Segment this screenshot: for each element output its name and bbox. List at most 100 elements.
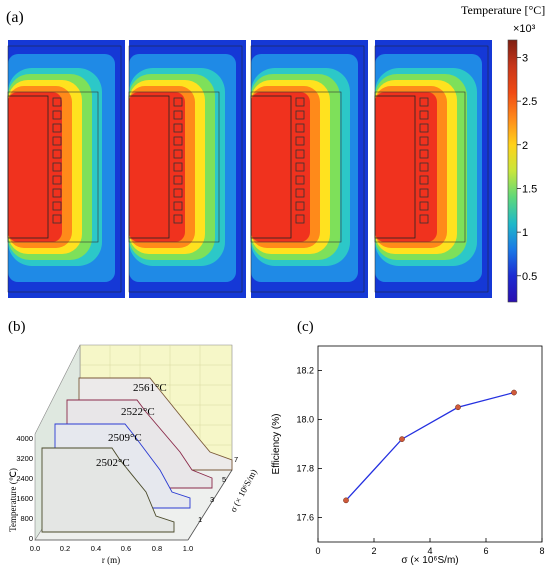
colorbar-title: Temperature [°C]	[461, 3, 545, 17]
x-tick-label: 4	[427, 546, 432, 556]
zlabel-sigma: σ (× 10⁶S/m)	[228, 467, 259, 513]
ztick-3: 3	[210, 495, 214, 504]
profile-slice-1	[41, 447, 175, 533]
coil-turn	[295, 175, 305, 185]
coil-turn	[173, 149, 183, 159]
annotation-2522: 2522°C	[121, 406, 155, 418]
coil-turn	[173, 97, 183, 107]
coil-turn	[419, 162, 429, 172]
efficiency-line	[345, 391, 515, 501]
coil-turn	[419, 175, 429, 185]
yticks: 4000 3200 2400 1600 800 0	[16, 434, 33, 543]
coil-turn	[173, 162, 183, 172]
coil-turn	[295, 97, 305, 107]
ylabel-efficiency: Efficiency (%)	[271, 414, 282, 475]
coil-turn	[295, 162, 305, 172]
panel-c: (c) 0 2 4 6 8 17.6 17.8 18.0 18.2 Efficiency (%)…	[271, 319, 545, 566]
coil-turn	[52, 175, 62, 185]
coil-turn	[295, 110, 305, 120]
xticks: 0.0 0.2 0.4 0.6 0.8 1.0	[30, 544, 193, 553]
coil-turn	[52, 97, 62, 107]
x-tick-label: 2	[371, 546, 376, 556]
ytick-2400: 2400	[16, 474, 33, 483]
coil-turn	[419, 214, 429, 224]
ztick-7: 7	[234, 455, 238, 464]
coil-turn	[173, 201, 183, 211]
ytick-4000: 4000	[16, 434, 33, 443]
annotation-2509: 2509°C	[108, 432, 142, 444]
profile-slices	[41, 377, 233, 533]
annotation-2561: 2561°C	[133, 382, 167, 394]
plot-area	[317, 345, 543, 543]
coil-turn	[52, 201, 62, 211]
coil-turn	[295, 201, 305, 211]
efficiency-series	[343, 389, 517, 504]
efficiency-point	[399, 436, 405, 442]
map-zone-red	[129, 92, 185, 242]
coil-turn	[173, 123, 183, 133]
x-tick-label: 8	[539, 546, 544, 556]
xtick-0-6: 0.6	[121, 544, 131, 553]
panel-a: (a) Temperature [°C] ×10³ 3 2.5 2 1.5 1 0.5	[6, 3, 545, 303]
annotation-2502: 2502°C	[96, 457, 130, 469]
z-axis-line	[187, 469, 233, 541]
coil-turn	[419, 123, 429, 133]
ztick-1: 1	[198, 515, 202, 524]
chamber-outline	[374, 45, 489, 293]
efficiency-point	[455, 404, 461, 411]
chamber-outline	[7, 45, 122, 293]
xtick-0-8: 0.8	[152, 544, 162, 553]
temperature-map-4	[374, 40, 492, 298]
coil-turn	[419, 110, 429, 120]
coil-turn	[295, 149, 305, 159]
coil-turn	[419, 188, 429, 198]
panel-a-label: (a)	[6, 9, 24, 26]
colorbar-tick-label: 0.5	[522, 271, 537, 283]
efficiency-point	[343, 497, 349, 504]
temperature-map-3	[250, 40, 368, 298]
map-zone-red	[251, 92, 310, 242]
xtick-0-4: 0.4	[91, 544, 101, 553]
panel-b-label: (b)	[8, 319, 26, 335]
y-tick-label: 18.2	[296, 366, 314, 376]
colorbar-scale	[507, 39, 518, 303]
y-tick-label: 17.6	[296, 513, 314, 523]
coil-turn	[173, 175, 183, 185]
coil-turn	[52, 149, 62, 159]
ytick-800: 800	[20, 514, 33, 523]
xlabel-sigma: σ (× 10⁶S/m)	[401, 555, 458, 566]
map-zone-red	[8, 92, 62, 242]
coil-turn	[295, 214, 305, 224]
xlabel-r: r (m)	[102, 555, 120, 565]
axes-c: 0 2 4 6 8 17.6 17.8 18.0 18.2	[296, 366, 544, 557]
coil-turn	[419, 97, 429, 107]
temperature-maps	[7, 40, 492, 298]
coil-turn	[52, 162, 62, 172]
coil-turn	[52, 214, 62, 224]
xtick-1-0: 1.0	[183, 544, 193, 553]
coil-turn	[173, 188, 183, 198]
coil-turn	[173, 136, 183, 146]
zticks: 7 5 3 1	[198, 455, 238, 524]
colorbar-tick-label: 3	[522, 52, 528, 64]
coil-turn	[419, 149, 429, 159]
coil-turn	[295, 188, 305, 198]
panel-c-label: (c)	[297, 319, 314, 335]
coil-turn	[52, 123, 62, 133]
xtick-0-0: 0.0	[30, 544, 40, 553]
chamber-outline	[250, 45, 365, 293]
temperature-map-1	[7, 40, 125, 298]
xtick-0-2: 0.2	[60, 544, 70, 553]
temperature-map-2	[128, 40, 246, 298]
map-zone-red	[375, 92, 437, 242]
coil-turn	[295, 123, 305, 133]
coil-turn	[52, 110, 62, 120]
colorbar-tick-label: 2.5	[522, 96, 537, 108]
coil-turn	[419, 136, 429, 146]
colorbar-ticks: 3 2.5 2 1.5 1 0.5	[517, 52, 537, 283]
colorbar-tick-label: 2	[522, 140, 528, 152]
colorbar-tick-label: 1	[522, 227, 528, 239]
x-tick-label: 0	[315, 546, 320, 556]
ytick-0: 0	[29, 534, 33, 543]
